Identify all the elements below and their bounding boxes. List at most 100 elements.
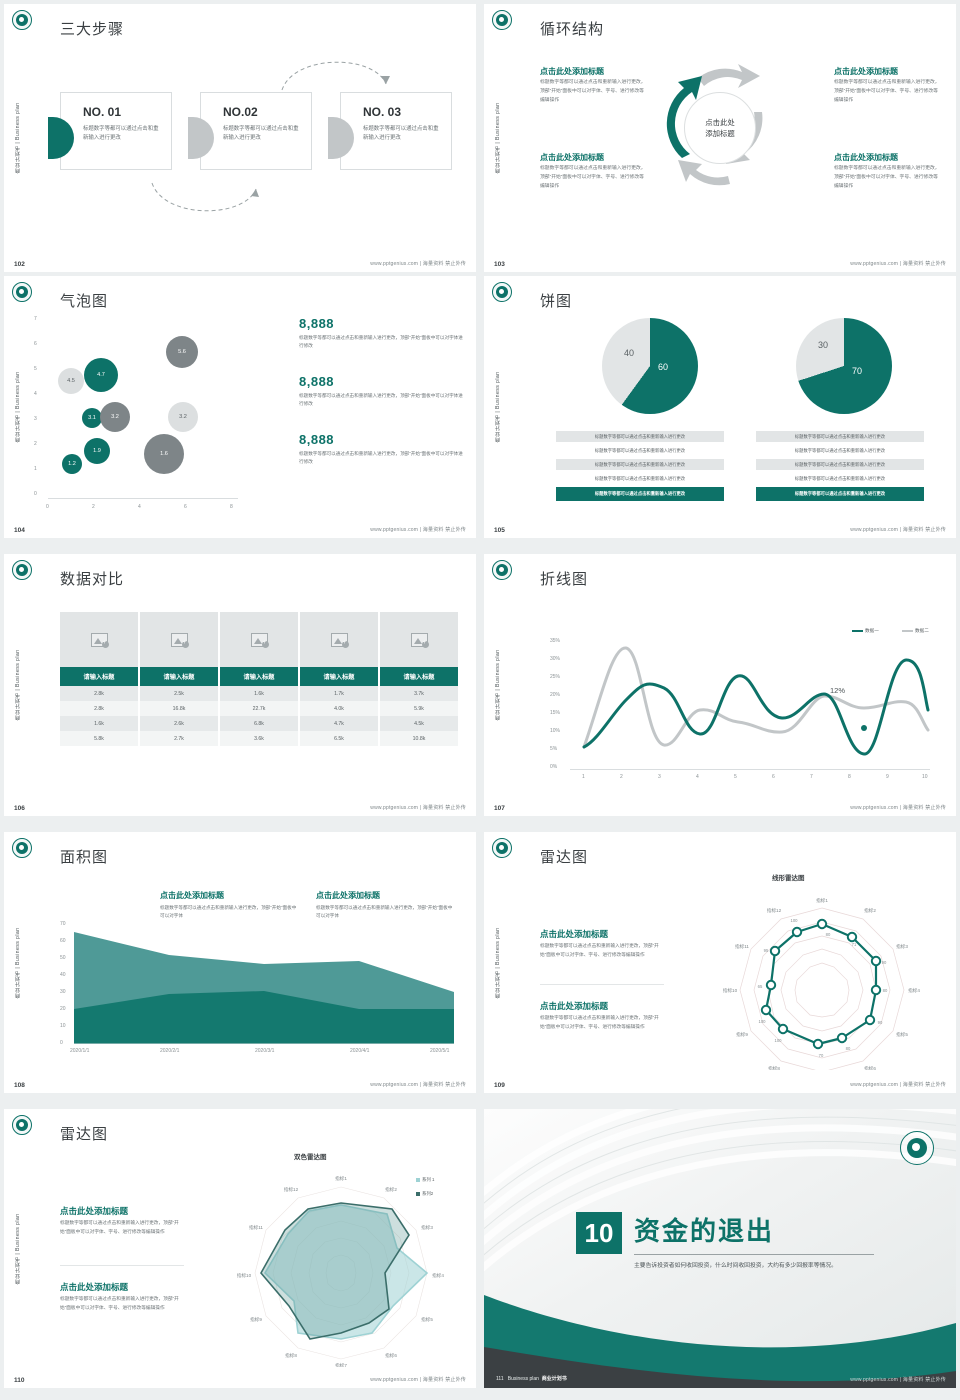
- logo-icon: [12, 560, 32, 580]
- bubble-chart: 7 6 5 4 3 2 1 0 0 2 4 6 8 4.5 4.7 5.6 3.…: [34, 316, 274, 510]
- sidebar-vertical-label: 商业计划书 | Business plan: [15, 927, 21, 998]
- slide-cell-106[interactable]: 商业计划书 | Business plan 数据对比 + + + + + 请输入…: [0, 550, 480, 828]
- slide-cell-104[interactable]: 商业计划书 | Business plan 气泡图 7 6 5 4 3 2 1 …: [0, 272, 480, 550]
- y-tick-40: 40: [60, 972, 66, 978]
- pie-2-legend-row-highlight[interactable]: 标题数字等都可以通过点击和重新输入进行更改: [756, 487, 924, 501]
- page-title: 数据对比: [60, 571, 125, 588]
- pie-1-legend-row[interactable]: 标题数字等都可以通过点击和重新输入进行更改: [594, 475, 686, 481]
- slide-cell-108[interactable]: 商业计划书 | Business plan 面积图 点击此处添加标题 标题数字等…: [0, 828, 480, 1105]
- step-half-circle-3: [328, 117, 354, 159]
- pie-1-legend-row[interactable]: 标题数字等都可以通过点击和重新输入进行更改: [594, 447, 686, 453]
- x-tick: 4: [696, 774, 699, 780]
- y-tick-30: 30%: [550, 656, 561, 662]
- slide-cell-109[interactable]: 商业计划书 | Business plan 雷达图 线形雷达图 点击此处添加标题…: [480, 828, 960, 1105]
- image-placeholder-cell[interactable]: +: [300, 612, 380, 667]
- x-tick: 9: [886, 774, 889, 780]
- cycle-block-body-2: 标题数字等都可以通过点击和重新输入进行更改，顶部“开始”面板中可以对字体、字号、…: [540, 166, 646, 189]
- page-number: 108: [14, 1082, 25, 1089]
- page-number: 103: [494, 261, 505, 268]
- radar-legend-series-2[interactable]: 系列2: [416, 1191, 433, 1197]
- section-subtitle: 主要告诉投资者如何收回投资，什么时间收回投资，大约有多少回报率等情况。: [634, 1263, 837, 1269]
- svg-text:指标6: 指标6: [864, 1065, 876, 1070]
- pie-1-legend-row[interactable]: 标题数字等都可以通过点击和重新输入进行更改: [556, 431, 724, 442]
- image-placeholder-cell[interactable]: +: [140, 612, 220, 667]
- image-placeholder-cell[interactable]: +: [60, 612, 140, 667]
- page-title: 饼图: [540, 293, 573, 310]
- footer-text: www.pptgenius.com | 海量资料 禁止外传: [370, 1377, 466, 1383]
- slide-104[interactable]: 商业计划书 | Business plan 气泡图 7 6 5 4 3 2 1 …: [4, 276, 476, 538]
- slide-109[interactable]: 商业计划书 | Business plan 雷达图 线形雷达图 点击此处添加标题…: [484, 832, 956, 1093]
- step-card-1[interactable]: NO. 01 标题数字等都可以通过点击和重新输入进行更改: [48, 92, 172, 170]
- bubble-point: 1.9: [84, 438, 110, 464]
- page-number: 109: [494, 1082, 505, 1089]
- svg-text:指标2: 指标2: [864, 907, 876, 914]
- svg-text:100: 100: [791, 918, 799, 923]
- y-tick-3: 3: [34, 416, 37, 422]
- x-tick: 2020/1/1: [70, 1048, 90, 1054]
- table-cell: 2.5k: [140, 686, 220, 701]
- slide-cell-107[interactable]: 商业计划书 | Business plan 折线图 数据一 数据二 35% 30…: [480, 550, 960, 828]
- slide-107[interactable]: 商业计划书 | Business plan 折线图 数据一 数据二 35% 30…: [484, 554, 956, 816]
- table-cell: 4.5k: [380, 716, 458, 731]
- page-title: 雷达图: [60, 1126, 109, 1143]
- slide-cell-105[interactable]: 商业计划书 | Business plan 饼图 40 60 30 70 标题数…: [480, 272, 960, 550]
- section-title: 资金的退出: [634, 1216, 775, 1246]
- logo-icon: [492, 838, 512, 858]
- pie-1-legend-row-highlight[interactable]: 标题数字等都可以通过点击和重新输入进行更改: [556, 487, 724, 501]
- radar-block-head-1: 点击此处添加标题: [540, 929, 609, 939]
- area-head-1: 点击此处添加标题: [160, 891, 224, 900]
- section-footer-en: Business plan: [507, 1376, 539, 1382]
- pie-2-legend-row[interactable]: 标题数字等都可以通过点击和重新输入进行更改: [794, 475, 886, 481]
- radar-block-head-1: 点击此处添加标题: [60, 1206, 129, 1216]
- svg-text:指标8: 指标8: [285, 1352, 297, 1359]
- pie-chart-2: 30 70: [796, 318, 892, 414]
- image-placeholder-cell[interactable]: +: [220, 612, 300, 667]
- image-placeholder-icon: +: [170, 632, 189, 648]
- logo-icon: [492, 560, 512, 580]
- pie-1-legend-row[interactable]: 标题数字等都可以通过点击和重新输入进行更改: [556, 459, 724, 470]
- step-card-2[interactable]: NO.02 标题数字等都可以通过点击和重新输入进行更改: [188, 92, 312, 170]
- slide-cell-103[interactable]: 商业计划书 | Business plan 循环结构 点击此处 添加标题 点击此…: [480, 0, 960, 272]
- slide-cell-111[interactable]: 10 资金的退出 主要告诉投资者如何收回投资，什么时间收回投资，大约有多少回报率…: [480, 1105, 960, 1400]
- line-chart-series: [582, 646, 930, 756]
- legend-swatch-icon: [416, 1177, 420, 1182]
- step-connector-arc-top: [281, 61, 390, 91]
- slide-102[interactable]: 商业计划书 | Business plan 三大步骤 NO. 01 标题数字等都…: [4, 4, 476, 272]
- pie-2-legend-row[interactable]: 标题数字等都可以通过点击和重新输入进行更改: [756, 431, 924, 442]
- slide-cell-102[interactable]: 商业计划书 | Business plan 三大步骤 NO. 01 标题数字等都…: [0, 0, 480, 272]
- image-placeholder-cell[interactable]: +: [380, 612, 458, 667]
- sidebar-vertical-label: 商业计划书 | Business plan: [495, 371, 501, 443]
- table-cell: 10.8k: [380, 731, 458, 746]
- sidebar-vertical-label: 商业计划书 | Business plan: [15, 102, 21, 174]
- radar-chart-title: 线形雷达图: [772, 875, 805, 882]
- slide-105[interactable]: 商业计划书 | Business plan 饼图 40 60 30 70 标题数…: [484, 276, 956, 538]
- pie-2-legend-row[interactable]: 标题数字等都可以通过点击和重新输入进行更改: [756, 459, 924, 470]
- line-legend-series-1[interactable]: 数据一: [852, 628, 879, 634]
- stat-number-2: 8,888: [299, 374, 335, 389]
- image-placeholder-icon: +: [410, 632, 429, 648]
- page-number: 107: [494, 805, 505, 812]
- step-card-3[interactable]: NO. 03 标题数字等都可以通过点击和重新输入进行更改: [328, 92, 452, 170]
- radar-legend-series-1[interactable]: 系列 1: [416, 1177, 434, 1183]
- cycle-block-body-1: 标题数字等都可以通过点击和重新输入进行更改，顶部“开始”面板中可以对字体、字号、…: [540, 80, 646, 103]
- slide-108[interactable]: 商业计划书 | Business plan 面积图 点击此处添加标题 标题数字等…: [4, 832, 476, 1093]
- cycle-block-head-4: 点击此处添加标题: [834, 153, 898, 162]
- x-tick: 3: [658, 774, 661, 780]
- step-desc-2: 标题数字等都可以通过点击和重新输入进行更改: [223, 126, 299, 142]
- slide-110[interactable]: 商业计划书 | Business plan 雷达图 双色雷达图 点击此处添加标题…: [4, 1109, 476, 1388]
- footer-text: www.pptgenius.com | 海量资料 禁止外传: [850, 261, 946, 267]
- slide-103[interactable]: 商业计划书 | Business plan 循环结构 点击此处 添加标题 点击此…: [484, 4, 956, 272]
- pie-1-major-label: 60: [658, 362, 669, 372]
- line-legend-series-2[interactable]: 数据二: [902, 628, 929, 634]
- svg-text:指标10: 指标10: [723, 987, 738, 994]
- slide-cell-110[interactable]: 商业计划书 | Business plan 雷达图 双色雷达图 点击此处添加标题…: [0, 1105, 480, 1400]
- slide-106[interactable]: 商业计划书 | Business plan 数据对比 + + + + + 请输入…: [4, 554, 476, 816]
- slide-111[interactable]: 10 资金的退出 主要告诉投资者如何收回投资，什么时间收回投资，大约有多少回报率…: [484, 1109, 956, 1388]
- radar-block-body-2: 标题数字等都可以通过点击和重新输入进行更改，顶部“开始”面板中可以对字体、字号、…: [60, 1296, 179, 1310]
- pie-2-legend-row[interactable]: 标题数字等都可以通过点击和重新输入进行更改: [794, 447, 886, 453]
- footer-text: www.pptgenius.com | 海量资料 禁止外传: [370, 805, 466, 811]
- svg-text:指标3: 指标3: [896, 943, 908, 950]
- comparison-table: + + + + + 请输入标题 请输入标题 请输入标题 请输入标题 请输入标题 …: [60, 612, 458, 746]
- y-tick-2: 2: [34, 441, 37, 447]
